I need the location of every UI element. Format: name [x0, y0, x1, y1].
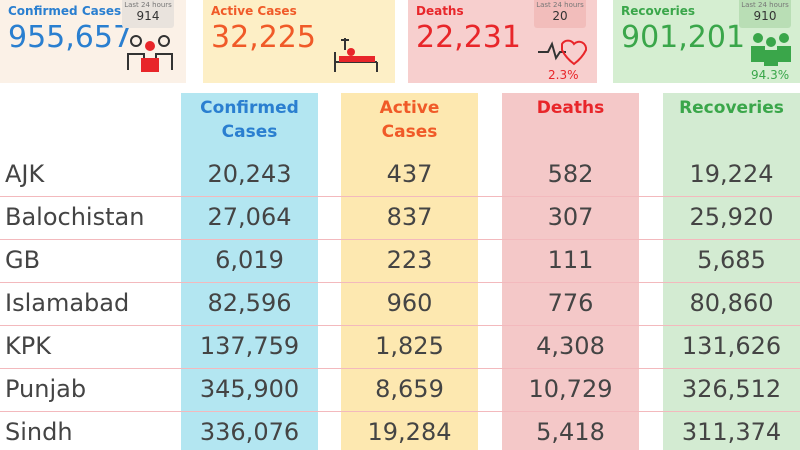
deaths-card: Deaths 22,231 Last 24 hours 20 2.3%	[408, 0, 597, 83]
card-label: Active Cases	[211, 4, 297, 18]
recoveries-card: Recoveries 901,201 Last 24 hours 910 94.…	[613, 0, 800, 83]
region-name: Punjab	[5, 375, 87, 403]
table-column: Recoveries	[663, 93, 800, 450]
table-cell: 19,224	[689, 160, 774, 188]
table-cell: 336,076	[199, 418, 300, 446]
table-cell: 311,374	[681, 418, 782, 446]
active-card: Active Cases 32,225	[203, 0, 395, 83]
table-cell: 776	[547, 289, 594, 317]
table-cell: 1,825	[375, 332, 444, 360]
last24-box: Last 24 hours 20	[534, 0, 586, 28]
heart-icon	[538, 39, 588, 66]
bed-icon	[334, 38, 378, 72]
table-cell: 111	[547, 246, 594, 274]
death-rate: 2.3%	[548, 68, 579, 82]
table-cell: 5,418	[536, 418, 605, 446]
region-name: KPK	[5, 332, 51, 360]
card-value: 901,201	[621, 20, 746, 55]
table-cell: 960	[386, 289, 433, 317]
card-value: 955,657	[8, 20, 133, 55]
table-column: Active Cases	[341, 93, 478, 450]
table-cell: 20,243	[207, 160, 292, 188]
last24-value: 20	[552, 9, 568, 23]
last24-label: Last 24 hours	[536, 1, 584, 9]
region-name: Sindh	[5, 418, 73, 446]
region-name: Balochistan	[5, 203, 145, 231]
table-cell: 82,596	[207, 289, 292, 317]
last24-label: Last 24 hours	[124, 1, 172, 9]
last24-box: Last 24 hours 910	[739, 0, 791, 28]
table-cell: 837	[386, 203, 433, 231]
recovery-rate: 94.3%	[751, 68, 790, 82]
card-value: 32,225	[211, 20, 316, 55]
column-header: Deaths	[536, 98, 605, 118]
table-cell: 345,900	[199, 375, 300, 403]
row-divider	[0, 411, 800, 412]
row-divider	[0, 368, 800, 369]
table-cell: 223	[386, 246, 433, 274]
table-cell: 437	[386, 160, 433, 188]
table-cell: 326,512	[681, 375, 782, 403]
table-cell: 10,729	[528, 375, 613, 403]
row-divider	[0, 239, 800, 240]
region-name: GB	[5, 246, 41, 274]
region-name: Islamabad	[5, 289, 130, 317]
table-cell: 131,626	[681, 332, 782, 360]
column-header: Recoveries	[679, 98, 784, 118]
table-column: Confirmed Cases	[181, 93, 318, 450]
table-cell: 25,920	[689, 203, 774, 231]
region-name: AJK	[5, 160, 45, 188]
people-icon	[751, 33, 791, 66]
last24-box: Last 24 hours 914	[122, 0, 174, 28]
card-value: 22,231	[416, 20, 521, 55]
card-label: Deaths	[416, 4, 464, 18]
table-cell: 137,759	[199, 332, 300, 360]
last24-label: Last 24 hours	[741, 1, 789, 9]
table-cell: 5,685	[697, 246, 766, 274]
table-cell: 4,308	[536, 332, 605, 360]
table-cell: 19,284	[367, 418, 452, 446]
table-cell: 27,064	[207, 203, 292, 231]
confirmed-card: Confirmed Cases 955,657 Last 24 hours 91…	[0, 0, 186, 83]
last24-value: 914	[136, 9, 160, 23]
people-icon	[127, 35, 173, 72]
table-cell: 307	[547, 203, 594, 231]
card-label: Recoveries	[621, 4, 696, 18]
table-cell: 80,860	[689, 289, 774, 317]
column-header: Confirmed Cases	[200, 98, 299, 142]
table-cell: 8,659	[375, 375, 444, 403]
row-divider	[0, 282, 800, 283]
table-cell: 582	[547, 160, 594, 188]
column-header: Active Cases	[379, 98, 440, 142]
row-divider	[0, 196, 800, 197]
last24-value: 910	[753, 9, 777, 23]
table-column: Deaths	[502, 93, 639, 450]
row-divider	[0, 325, 800, 326]
card-label: Confirmed Cases	[8, 4, 122, 18]
table-cell: 6,019	[215, 246, 284, 274]
